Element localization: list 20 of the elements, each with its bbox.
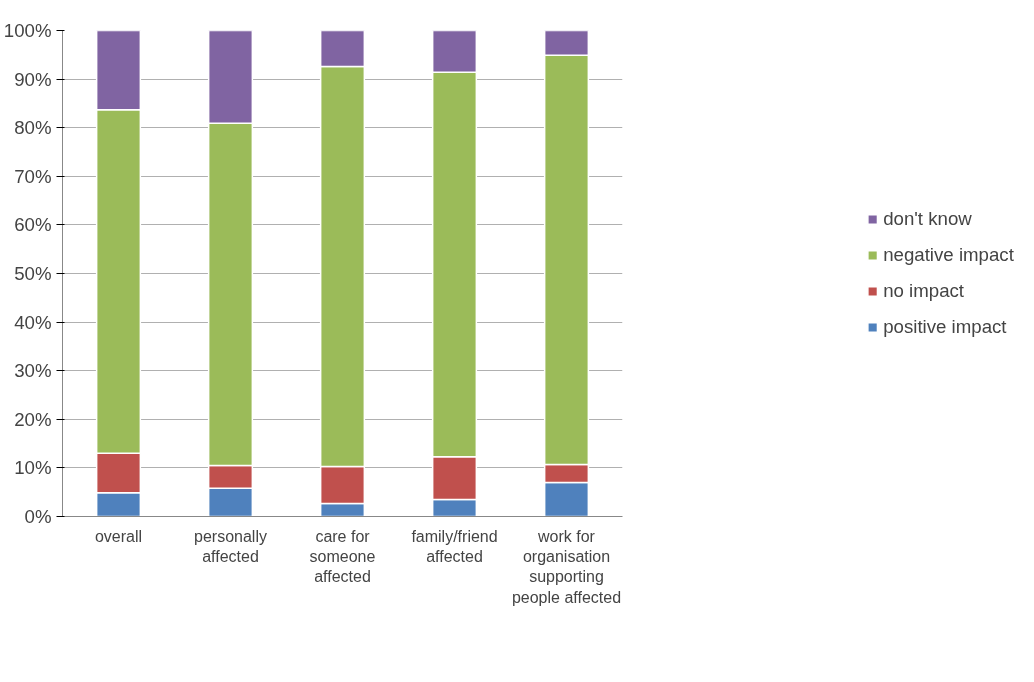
y-tick-label: 50% — [14, 263, 52, 284]
x-tick-label: personally affected — [194, 527, 267, 565]
legend-label: no impact — [883, 280, 965, 302]
y-tick-label: 60% — [14, 214, 52, 236]
legend-label: negative impact — [883, 244, 1014, 266]
legend-label: positive impact — [883, 316, 1007, 338]
x-tick-label: work for organisation supporting people affected — [511, 527, 622, 606]
y-tick-label: 40% — [14, 311, 52, 333]
legend-label: don't know — [883, 208, 972, 230]
y-tick-label: 20% — [14, 408, 52, 430]
y-tick-label: 30% — [14, 360, 52, 382]
y-tick-label: 90% — [14, 68, 52, 90]
y-tick-label: 100% — [3, 20, 52, 41]
x-tick-label: care for someone affected — [309, 527, 376, 586]
y-tick-label: 80% — [14, 117, 52, 139]
x-tick-label: overall — [94, 527, 143, 545]
y-tick-label: 0% — [24, 506, 52, 527]
y-tick-label: 70% — [14, 165, 52, 187]
y-tick-label: 10% — [14, 457, 52, 479]
x-tick-label: family/friend affected — [411, 527, 498, 565]
